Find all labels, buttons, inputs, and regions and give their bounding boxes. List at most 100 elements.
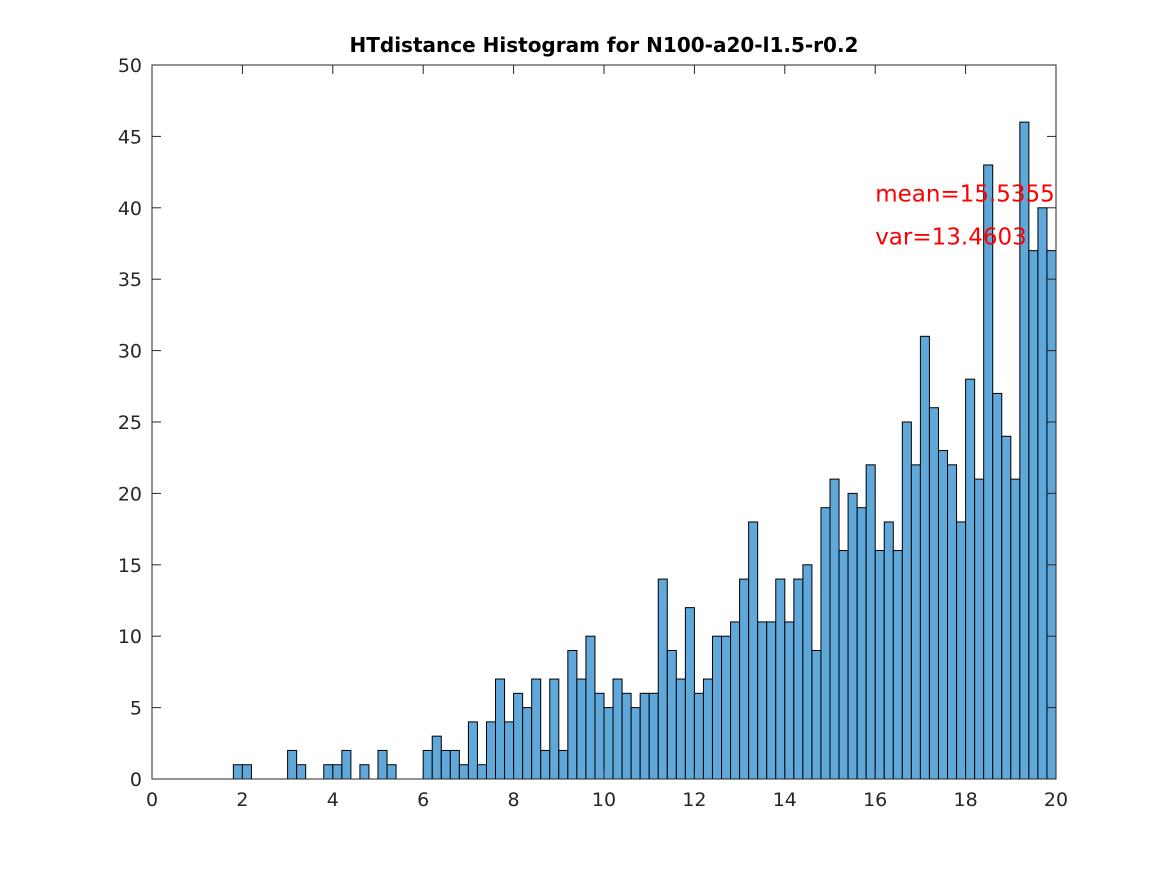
axes [151,64,1057,780]
histogram-bar [531,678,542,780]
histogram-bar [965,378,976,780]
histogram-bar [956,521,967,780]
chart-title: HTdistance Histogram for N100-a20-l1.5-r… [350,33,859,57]
histogram-bar [666,649,677,780]
histogram-bar [630,707,641,780]
x-tick-label: 12 [682,789,706,811]
histogram-bar [467,721,478,780]
histogram-bar [1037,207,1048,780]
histogram-bars [232,121,1057,780]
histogram-bar [919,335,930,780]
histogram-bar [549,678,560,780]
histogram-bar [359,764,370,780]
y-tick-label: 30 [118,341,142,363]
histogram-bar [829,478,840,780]
y-tick-label: 25 [118,412,142,434]
histogram-bar [983,164,994,780]
histogram-bar [232,764,243,780]
x-tick-labels: 0 2 4 6 8 10 12 14 16 18 20 [146,789,1068,811]
x-tick-label: 8 [508,789,520,811]
histogram-bar [811,649,822,780]
histogram-bar [748,521,759,780]
histogram-bar [241,764,252,780]
x-tick-label: 0 [146,789,158,811]
histogram-bar [838,550,849,780]
histogram-bar [422,749,433,780]
x-tick-label: 6 [417,789,429,811]
histogram-bar [504,721,515,780]
histogram-bar [594,692,605,780]
y-tick-label: 40 [118,198,142,220]
y-tick-label: 5 [130,698,142,720]
histogram-bar [947,464,958,780]
histogram-bar [1001,435,1012,780]
y-tick-labels: 0 5 10 15 20 25 30 35 40 45 50 [118,55,142,791]
x-tick-label: 2 [236,789,248,811]
histogram-bar [784,621,795,780]
histogram-bar [874,550,885,780]
histogram-bar [793,578,804,780]
y-tick-label: 35 [118,269,142,291]
histogram-bar [1046,250,1057,780]
histogram-bar [684,607,695,780]
histogram-bar [856,507,867,780]
histogram-bar [386,764,397,780]
x-tick-label: 4 [327,789,339,811]
histogram-bar [675,678,686,780]
histogram-bar [513,692,524,780]
histogram-bar [730,621,741,780]
histogram-bar [657,578,668,780]
histogram-bar [287,749,298,780]
histogram-bar [883,521,894,780]
histogram-bar [757,621,768,780]
histogram-bar [431,735,442,780]
y-tick-label: 15 [118,555,142,577]
x-tick-label: 20 [1044,789,1068,811]
histogram-bar [440,749,451,780]
mean-annotation: mean=15.5355 [875,182,1055,208]
variance-annotation: var=13.4603 [875,224,1027,250]
histogram-bar [458,764,469,780]
histogram-bar [892,550,903,780]
x-tick-label: 16 [863,789,887,811]
histogram-bar [693,692,704,780]
histogram-bar [485,721,497,780]
histogram-bar [576,678,587,780]
histogram-bar [621,692,632,780]
histogram-bar [612,678,623,780]
histogram-bar [865,464,876,780]
histogram-bar [901,421,912,780]
histogram-bar [910,464,921,780]
histogram-bar [323,764,334,780]
histogram-bar [1028,250,1039,780]
histogram-bar [476,764,487,780]
y-tick-label: 0 [130,769,142,791]
histogram-bar [721,635,732,780]
histogram-bar [1010,478,1021,780]
histogram-bar [739,578,750,780]
histogram-bar [377,749,388,780]
histogram-bar [802,564,813,780]
histogram-bar [928,407,939,780]
histogram-bar [937,450,949,780]
histogram-bar [766,621,777,780]
histogram-bar [585,635,596,780]
histogram-bar [540,749,551,780]
histogram-bar [847,492,858,780]
x-tick-label: 10 [592,789,616,811]
histogram-bar [296,764,307,780]
histogram-bar [639,692,650,780]
y-tick-label: 20 [118,483,142,505]
histogram-bar [522,707,533,780]
histogram-bar [820,507,831,780]
y-tick-label: 10 [118,626,142,648]
histogram-bar [567,649,578,780]
histogram-bar [332,764,343,780]
histogram-bar [341,749,352,780]
histogram-bar [702,678,713,780]
histogram-bar [558,749,569,780]
histogram-bar [711,635,723,780]
histogram-bar [1019,121,1030,780]
x-tick-label: 18 [954,789,978,811]
